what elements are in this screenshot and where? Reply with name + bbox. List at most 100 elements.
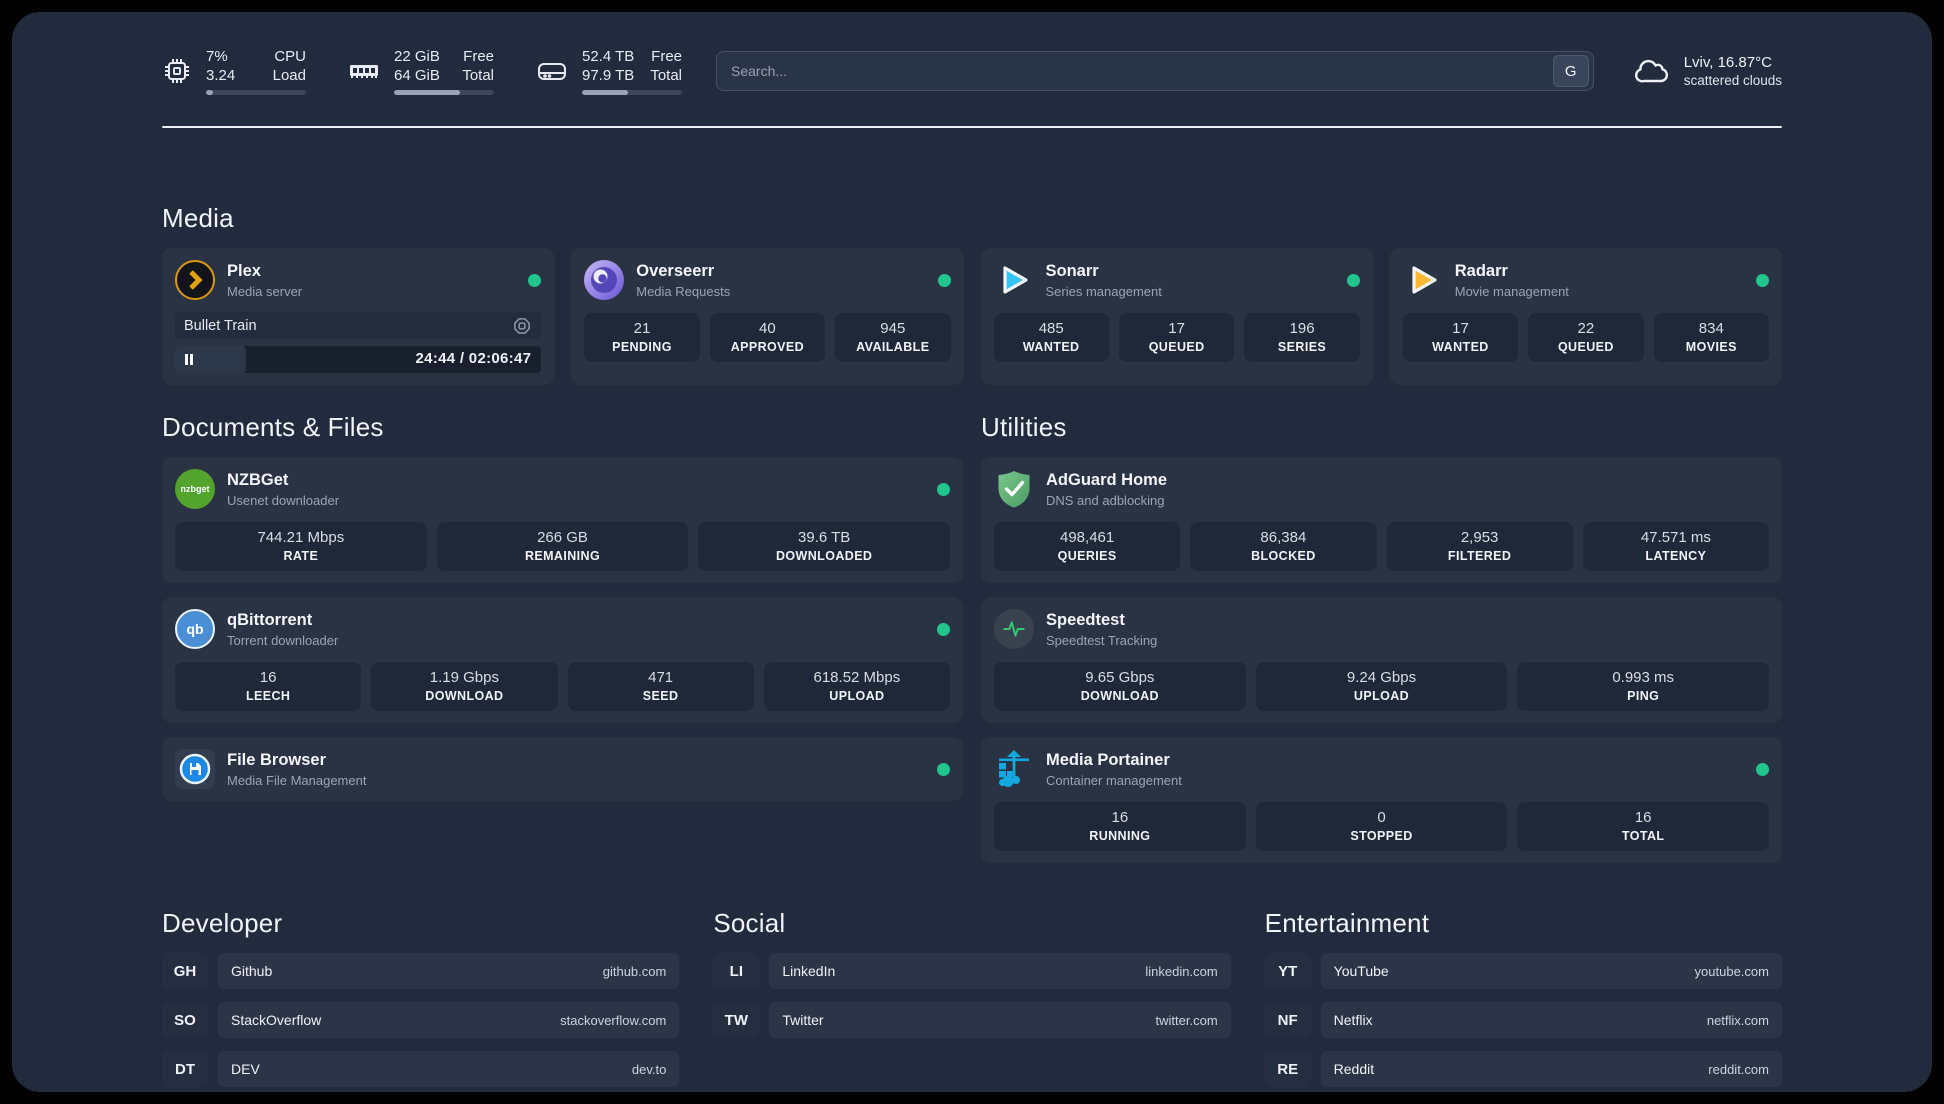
reddit-link[interactable]: Reddit reddit.com	[1320, 1051, 1782, 1087]
section-developer: Developer GH Github github.com SO StackO…	[162, 907, 680, 1092]
disk-free-value: 52.4 TB	[582, 48, 635, 65]
stat-available: 945 AVAILABLE	[835, 313, 951, 362]
disk-total-value: 97.9 TB	[582, 67, 635, 84]
cpu-load-label: Load	[272, 67, 306, 84]
search-engine-button[interactable]: G	[1552, 55, 1589, 87]
link-row-netflix: NF Netflix netflix.com	[1264, 1002, 1782, 1038]
section-social: Social LI LinkedIn linkedin.com TW Twitt…	[713, 907, 1231, 1092]
stat-series: 196 SERIES	[1244, 313, 1360, 362]
dev-link[interactable]: DEV dev.to	[218, 1051, 680, 1087]
app-description: Series management	[1045, 283, 1162, 299]
app-description: Torrent downloader	[227, 632, 339, 648]
weather-condition: scattered clouds	[1683, 73, 1782, 88]
app-name: Plex	[227, 261, 261, 280]
stackoverflow-abbr-icon: SO	[162, 1002, 208, 1038]
github-link[interactable]: Github github.com	[218, 953, 680, 989]
search-bar: G	[716, 51, 1594, 91]
app-card-nzbget[interactable]: nzbget NZBGet Usenet downloader 744.21 M…	[162, 457, 963, 583]
stat-filtered: 2,953 FILTERED	[1386, 522, 1573, 571]
app-description: Container management	[1046, 772, 1182, 788]
now-playing-title: Bullet Train	[184, 317, 257, 334]
cpu-icon	[165, 59, 189, 83]
twitter-link[interactable]: Twitter twitter.com	[769, 1002, 1231, 1038]
section-utilities: Utilities	[981, 411, 1782, 863]
stat-wanted: 17 WANTED	[1402, 313, 1519, 362]
memory-usage-widget: 22 GiB Free 64 GiB Total	[348, 47, 494, 95]
stat-total: 16 TOTAL	[1517, 802, 1770, 851]
status-dot	[937, 273, 951, 287]
app-name: Media Portainer	[1046, 750, 1170, 769]
stat-queued: 17 QUEUED	[1118, 313, 1235, 362]
app-name: NZBGet	[227, 470, 289, 489]
weather-location: Lviv, 16.87°C	[1683, 54, 1772, 71]
app-card-radarr[interactable]: Radarr Movie management 17 WANTED 22 QUE…	[1389, 248, 1782, 385]
app-card-filebrowser[interactable]: File Browser Media File Management	[162, 737, 963, 801]
section-title-utilities: Utilities	[981, 412, 1067, 442]
status-dot	[1346, 273, 1360, 287]
link-row-linkedin: LI LinkedIn linkedin.com	[713, 953, 1231, 989]
section-entertainment: Entertainment YT YouTube youtube.com NF …	[1264, 907, 1782, 1092]
stat-ping: 0.993 ms PING	[1517, 662, 1770, 711]
app-name: AdGuard Home	[1046, 470, 1168, 489]
memory-progress-bar	[394, 90, 494, 95]
disk-icon	[538, 63, 566, 80]
status-dot	[528, 273, 542, 287]
app-card-adguard[interactable]: AdGuard Home DNS and adblocking 498,461 …	[981, 457, 1782, 583]
memory-free-label: Free	[463, 48, 494, 65]
reddit-abbr-icon: RE	[1264, 1051, 1311, 1087]
stat-running: 16 RUNNING	[994, 802, 1246, 851]
stat-download: 1.19 Gbps DOWNLOAD	[371, 662, 558, 711]
plex-icon	[175, 260, 215, 300]
pause-icon[interactable]	[185, 354, 188, 365]
link-row-twitter: TW Twitter twitter.com	[713, 1002, 1231, 1038]
app-description: Media server	[227, 283, 303, 299]
link-row-youtube: YT YouTube youtube.com	[1264, 953, 1782, 989]
stat-queued: 22 QUEUED	[1528, 313, 1644, 362]
cpu-load-value: 3.24	[206, 67, 236, 84]
radarr-icon	[1403, 260, 1443, 300]
search-input[interactable]	[717, 63, 1553, 79]
status-dot	[937, 622, 950, 636]
app-card-plex[interactable]: Plex Media server Bullet Train 24:44 / 0	[162, 248, 555, 385]
system-stats: 7% CPU 3.24 Load 22 GiB Free 64 GiB Total	[162, 47, 682, 95]
section-title-documents: Documents & Files	[162, 412, 384, 442]
stat-blocked: 86,384 BLOCKED	[1190, 522, 1377, 571]
twitter-abbr-icon: TW	[713, 1002, 760, 1038]
cpu-usage-widget: 7% CPU 3.24 Load	[162, 47, 306, 95]
stat-downloaded: 39.6 TB DOWNLOADED	[698, 522, 951, 571]
status-dot	[1756, 273, 1769, 287]
stat-leech: 16 LEECH	[175, 662, 362, 711]
stat-pending: 21 PENDING	[584, 313, 700, 362]
app-card-speedtest[interactable]: Speedtest Speedtest Tracking 9.65 Gbps D…	[981, 597, 1782, 723]
section-title-entertainment: Entertainment	[1264, 908, 1430, 938]
stackoverflow-link[interactable]: StackOverflow stackoverflow.com	[218, 1002, 680, 1038]
linkedin-link[interactable]: LinkedIn linkedin.com	[769, 953, 1231, 989]
app-name: File Browser	[227, 750, 327, 769]
github-abbr-icon: GH	[162, 953, 208, 989]
app-description: Media File Management	[227, 772, 367, 788]
status-dot	[1756, 762, 1769, 776]
youtube-abbr-icon: YT	[1264, 953, 1311, 989]
camera-icon[interactable]	[512, 316, 532, 336]
netflix-link[interactable]: Netflix netflix.com	[1320, 1002, 1782, 1038]
link-row-reddit: RE Reddit reddit.com	[1264, 1051, 1782, 1087]
app-card-sonarr[interactable]: Sonarr Series management 485 WANTED 17 Q…	[980, 248, 1373, 385]
app-card-portainer[interactable]: Media Portainer Container management 16 …	[981, 737, 1782, 863]
section-media: Media Plex Media server	[162, 202, 1782, 385]
app-card-qbittorrent[interactable]: qb qBittorrent Torrent downloader 16 LEE…	[162, 597, 963, 723]
overseerr-icon	[584, 260, 625, 300]
app-card-overseerr[interactable]: Overseerr Media Requests 21 PENDING 40 A…	[571, 248, 964, 385]
cpu-label: CPU	[274, 48, 306, 65]
section-title-media: Media	[162, 203, 234, 233]
stat-rate: 744.21 Mbps RATE	[175, 522, 427, 571]
qbittorrent-icon: qb	[175, 609, 215, 649]
dashboard: 7% CPU 3.24 Load 22 GiB Free 64 GiB Total	[12, 12, 1932, 1092]
status-dot	[937, 762, 950, 776]
memory-free-value: 22 GiB	[394, 48, 440, 65]
section-title-social: Social	[713, 908, 786, 938]
stat-queries: 498,461 QUERIES	[994, 522, 1181, 571]
weather-widget: Lviv, 16.87°C scattered clouds	[1632, 53, 1782, 89]
youtube-link[interactable]: YouTube youtube.com	[1320, 953, 1782, 989]
playback-progress-bar[interactable]: 24:44 / 02:06:47	[175, 346, 542, 373]
disk-free-label: Free	[651, 48, 682, 65]
